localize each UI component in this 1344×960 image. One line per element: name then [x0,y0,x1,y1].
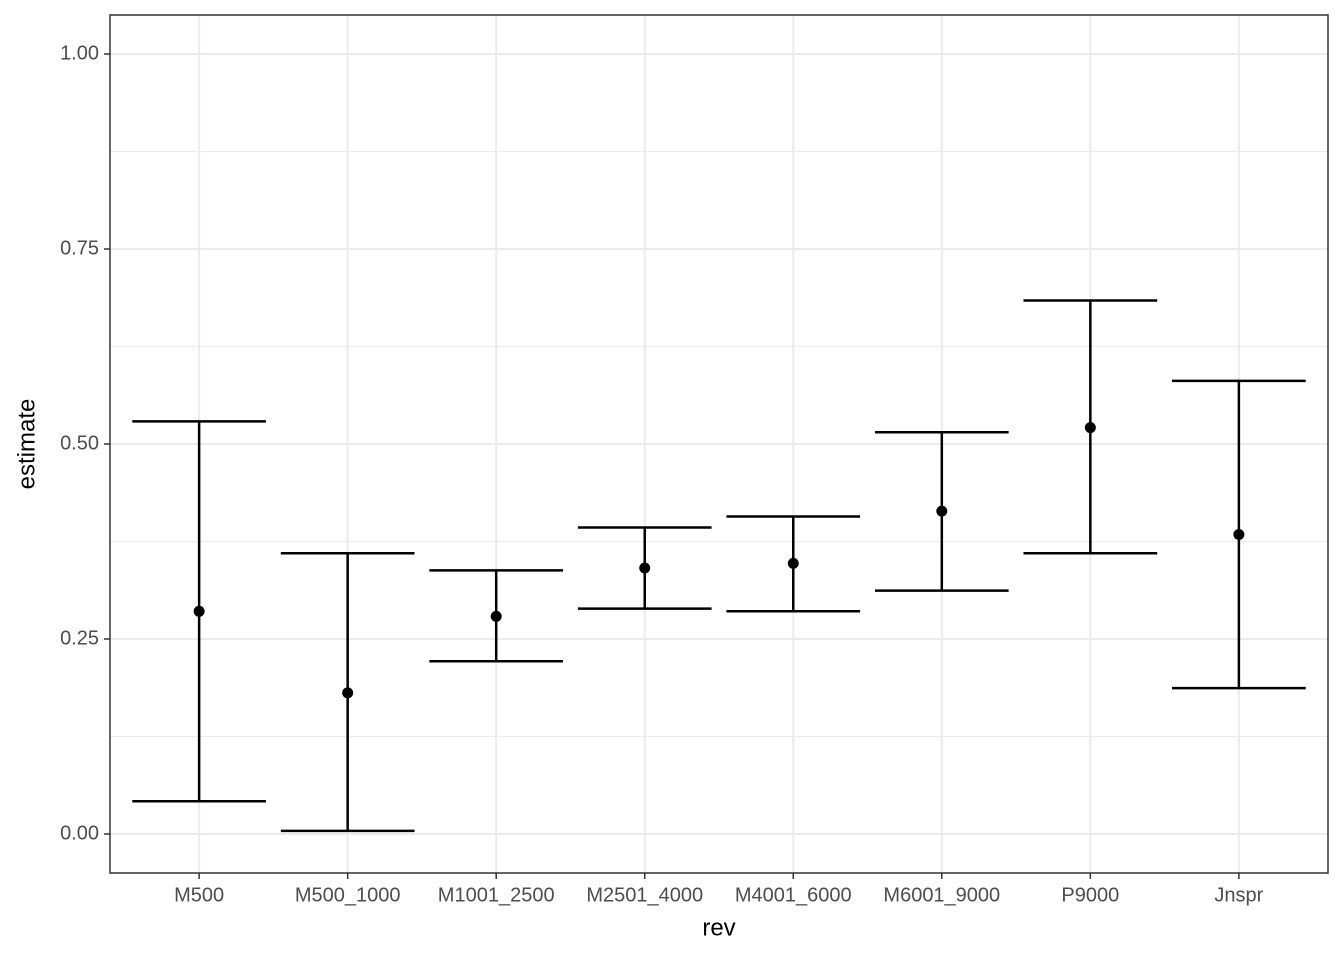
x-tick-label: Jnspr [1214,884,1263,906]
y-tick-label: 0.50 [60,432,99,454]
y-tick-label: 0.75 [60,237,99,259]
point [1233,528,1245,540]
x-tick-label: M4001_6000 [735,884,852,906]
panel-border [109,14,1329,874]
point [639,562,651,574]
y-tick-label: 0.25 [60,627,99,649]
x-tick-label: M500_1000 [295,884,401,906]
point [787,557,799,569]
x-axis-title: rev [702,914,735,941]
y-tick-label: 1.00 [60,42,99,64]
x-tick-label: M1001_2500 [438,884,555,906]
y-axis-title: estimate [13,399,40,490]
y-tick-label: 0.00 [60,822,99,844]
x-tick-label: M6001_9000 [883,884,1000,906]
point [193,605,205,617]
x-tick-label: M2501_4000 [586,884,703,906]
point [490,610,502,622]
point [342,687,354,699]
x-tick-label: P9000 [1061,884,1119,906]
point [1084,422,1096,434]
point [936,505,948,517]
x-tick-label: M500 [174,884,224,906]
